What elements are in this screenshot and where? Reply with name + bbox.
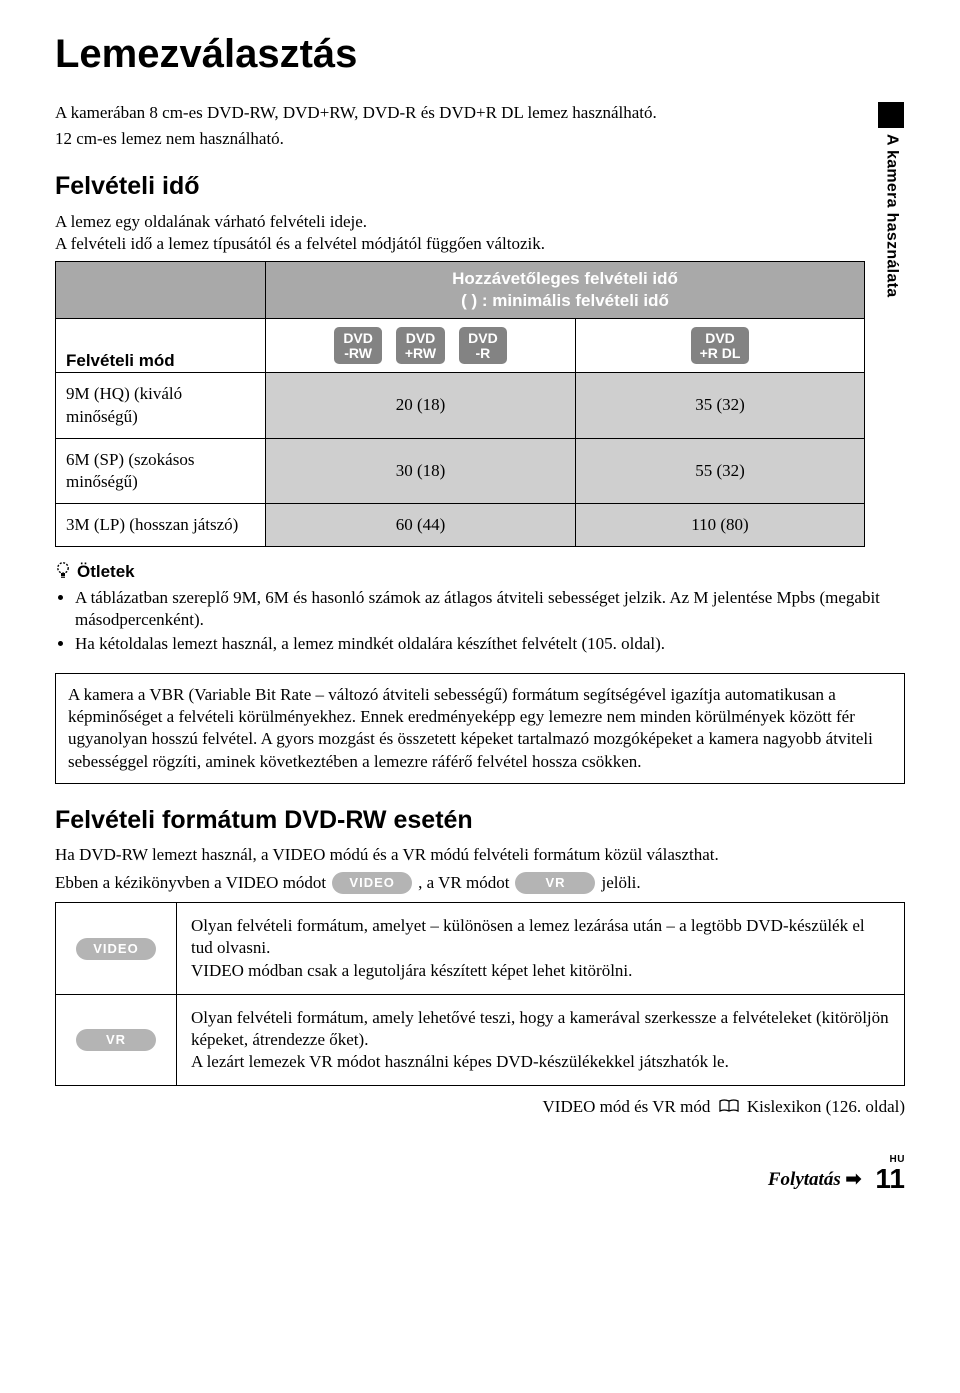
crossref-post: Kislexikon (126. oldal)	[747, 1097, 905, 1116]
tips-list: A táblázatban szereplő 9M, 6M és hasonló…	[55, 587, 905, 655]
mode-cell-sp: 6M (SP) (szokásos minőségű)	[56, 438, 266, 503]
intro-line-1: A kamerában 8 cm-es DVD-RW, DVD+RW, DVD-…	[55, 102, 865, 124]
side-tab: A kamera használata	[877, 102, 905, 297]
format-para-1: Ha DVD-RW lemezt használ, a VIDEO módú é…	[55, 844, 905, 866]
disc-badge-dvd-rw: DVD -RW	[334, 327, 382, 364]
header-top-line1: Hozzávetőleges felvételi idő	[270, 268, 860, 290]
val-sp-right: 55 (32)	[576, 438, 865, 503]
book-icon	[719, 1097, 739, 1119]
page-title: Lemezválasztás	[55, 28, 905, 80]
tip-item: A táblázatban szereplő 9M, 6M és hasonló…	[75, 587, 905, 631]
disc-badges-left-cell: DVD -RW DVD +RW DVD -R	[266, 319, 576, 373]
page-number-block: HU 11	[875, 1155, 905, 1193]
vr-mode-badge: VR	[76, 1029, 156, 1051]
disc-badges-left: DVD -RW DVD +RW DVD -R	[266, 319, 575, 372]
val-hq-left: 20 (18)	[266, 373, 576, 438]
table-header-top: Hozzávetőleges felvételi idő ( ) : minim…	[56, 261, 865, 318]
val-lp-right: 110 (80)	[576, 503, 865, 546]
mode-cell-lp: 3M (LP) (hosszan játszó)	[56, 503, 266, 546]
table-corner-empty	[56, 261, 266, 318]
intro-line-2: 12 cm-es lemez nem használható.	[55, 128, 865, 150]
vbr-note-text: A kamera a VBR (Variable Bit Rate – vált…	[68, 684, 892, 772]
continue-label: Folytatás ➡	[768, 1168, 862, 1193]
vbr-note-box: A kamera a VBR (Variable Bit Rate – vált…	[55, 673, 905, 783]
top-content: A kamerában 8 cm-es DVD-RW, DVD+RW, DVD-…	[55, 102, 905, 547]
lightbulb-icon	[55, 561, 71, 582]
disc-badges-right: DVD +R DL	[576, 319, 864, 372]
table-disc-row: Felvételi mód DVD -RW DVD +RW DVD -R DVD…	[56, 319, 865, 373]
tips-heading-text: Ötletek	[77, 561, 135, 583]
intro-block: A kamerában 8 cm-es DVD-RW, DVD+RW, DVD-…	[55, 102, 865, 150]
page-footer: Folytatás ➡ HU 11	[55, 1155, 905, 1193]
crossref-pre: VIDEO mód és VR mód	[543, 1097, 711, 1116]
disc-badge-dvd-plus-rw: DVD +RW	[396, 327, 445, 364]
header-top-line2: ( ) : minimális felvételi idő	[270, 290, 860, 312]
format-para-2: Ebben a kézikönyvben a VIDEO módot VIDEO…	[55, 872, 641, 894]
side-tab-label: A kamera használata	[881, 134, 902, 297]
side-marker-icon	[878, 102, 904, 128]
format-table: VIDEO Olyan felvételi formátum, amelyet …	[55, 902, 905, 1086]
format-para2-mid: , a VR módot	[418, 872, 509, 894]
format-para2-pre: Ebben a kézikönyvben a VIDEO módot	[55, 872, 326, 894]
recording-para-2: A felvételi idő a lemez típusától és a f…	[55, 233, 865, 255]
vr-mode-badge-inline: VR	[515, 872, 595, 894]
table-header-title: Hozzávetőleges felvételi idő ( ) : minim…	[266, 261, 865, 318]
recording-heading: Felvételi idő	[55, 170, 865, 203]
val-hq-right: 35 (32)	[576, 373, 865, 438]
format-heading: Felvételi formátum DVD-RW esetén	[55, 804, 905, 837]
tips-heading: Ötletek	[55, 561, 905, 583]
format-para2-post: jelöli.	[601, 872, 640, 894]
disc-badge-dvd-plus-r-dl: DVD +R DL	[691, 327, 750, 364]
mode-header-cell: Felvételi mód	[56, 319, 266, 373]
video-mode-badge: VIDEO	[76, 938, 156, 960]
continue-text: Folytatás	[768, 1169, 841, 1190]
page-number: 11	[875, 1165, 905, 1193]
format-row-vr: VR Olyan felvételi formátum, amely lehet…	[56, 994, 905, 1085]
recording-para-1: A lemez egy oldalának várható felvételi …	[55, 211, 865, 233]
val-sp-left: 30 (18)	[266, 438, 576, 503]
table-row: 6M (SP) (szokásos minőségű) 30 (18) 55 (…	[56, 438, 865, 503]
cross-reference: VIDEO mód és VR mód Kislexikon (126. old…	[55, 1096, 905, 1119]
format-badge-cell-vr: VR	[56, 994, 177, 1085]
video-mode-badge-inline: VIDEO	[332, 872, 412, 894]
mode-cell-hq: 9M (HQ) (kiváló minőségű)	[56, 373, 266, 438]
arrow-right-icon: ➡	[845, 1169, 861, 1190]
main-column: A kamerában 8 cm-es DVD-RW, DVD+RW, DVD-…	[55, 102, 865, 547]
format-desc-video: Olyan felvételi formátum, amelyet – külö…	[177, 903, 905, 994]
table-row: 9M (HQ) (kiváló minőségű) 20 (18) 35 (32…	[56, 373, 865, 438]
tip-item: Ha kétoldalas lemezt használ, a lemez mi…	[75, 633, 905, 655]
format-row-video: VIDEO Olyan felvételi formátum, amelyet …	[56, 903, 905, 994]
recording-time-table: Hozzávetőleges felvételi idő ( ) : minim…	[55, 261, 865, 547]
format-desc-vr: Olyan felvételi formátum, amely lehetővé…	[177, 994, 905, 1085]
val-lp-left: 60 (44)	[266, 503, 576, 546]
disc-badges-right-cell: DVD +R DL	[576, 319, 865, 373]
format-badge-cell-video: VIDEO	[56, 903, 177, 994]
disc-badge-dvd-r: DVD -R	[459, 327, 507, 364]
table-row: 3M (LP) (hosszan játszó) 60 (44) 110 (80…	[56, 503, 865, 546]
